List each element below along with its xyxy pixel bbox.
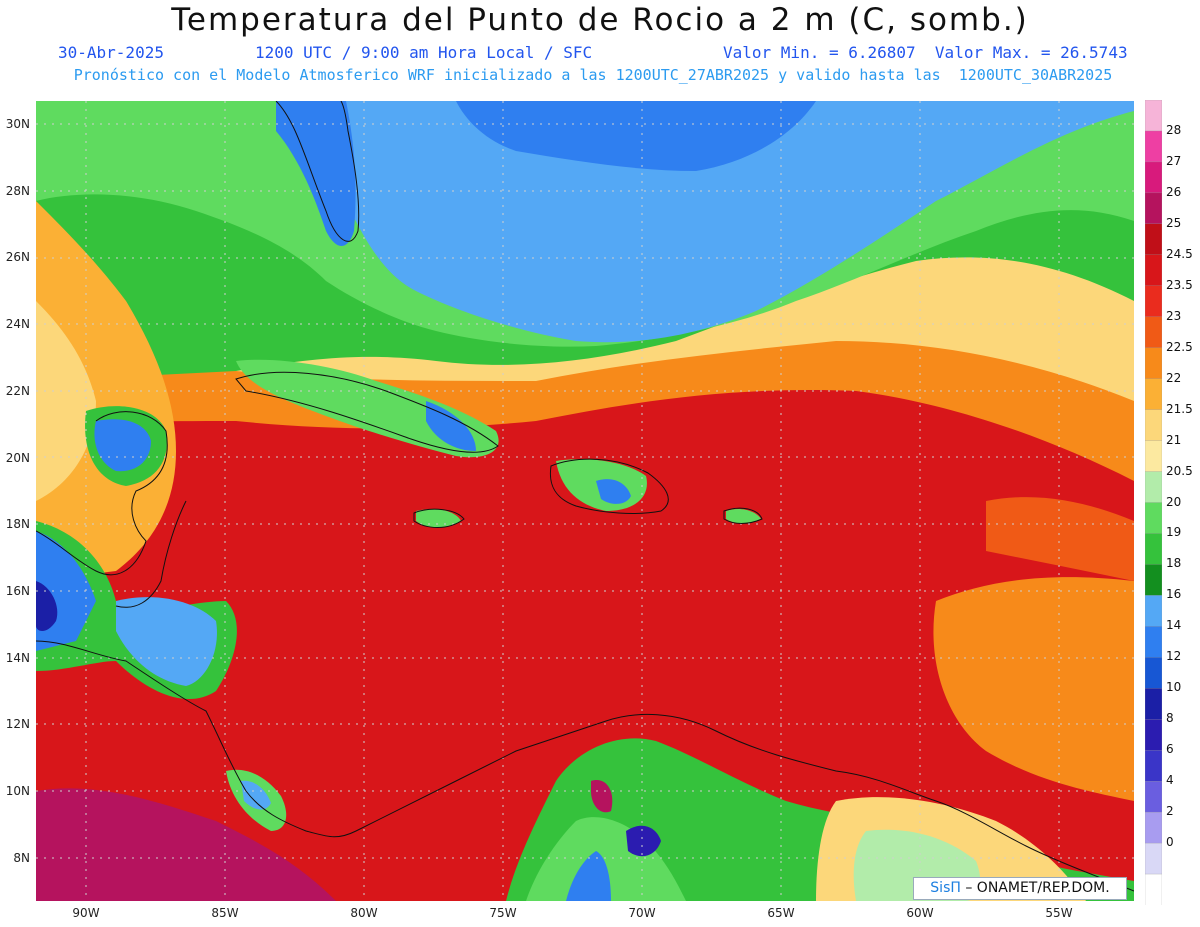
- lat-label: 18N: [5, 517, 30, 532]
- credit-brand: SisΠ: [930, 880, 961, 896]
- colorbar-swatch: [1145, 440, 1162, 473]
- map-title: Temperatura del Punto de Rocio a 2 m (C,…: [171, 2, 1029, 38]
- lon-label: 85W: [211, 906, 239, 920]
- forecast-date: 30-Abr-2025: [58, 43, 164, 62]
- lat-label: 22N: [5, 383, 30, 398]
- min-max-values: Valor Min. = 6.26807 Valor Max. = 26.574…: [723, 43, 1128, 62]
- credit-box: SisΠ – ONAMET/REP.DOM.: [913, 877, 1127, 900]
- colorbar-label: 27: [1166, 153, 1182, 168]
- colorbar-swatch: [1145, 285, 1162, 318]
- colorbar-swatch: [1145, 595, 1162, 627]
- lat-label: 12N: [5, 717, 30, 732]
- colorbar-label: 22.5: [1166, 339, 1193, 354]
- lon-label: 70W: [628, 906, 656, 920]
- colorbar-label: 20: [1166, 494, 1182, 509]
- colorbar-label: 21: [1166, 432, 1182, 447]
- colorbar-label: 4: [1166, 773, 1174, 788]
- colorbar-label: 25: [1166, 215, 1182, 230]
- lon-label: 60W: [906, 906, 934, 920]
- colorbar-label: 16: [1166, 587, 1182, 602]
- lon-label: 80W: [350, 906, 378, 920]
- colorbar-swatch: [1145, 378, 1162, 411]
- colorbar-label: 10: [1166, 680, 1182, 695]
- lat-label: 16N: [5, 583, 30, 598]
- colorbar-label: 18: [1166, 556, 1182, 571]
- colorbar-swatch: [1145, 223, 1162, 256]
- lat-label: 24N: [5, 317, 30, 332]
- colorbar-swatch: [1145, 781, 1162, 813]
- colorbar-swatch: [1145, 688, 1162, 720]
- colorbar-label: 23: [1166, 308, 1182, 323]
- colorbar-label: 0: [1166, 835, 1174, 850]
- colorbar-label: 20.5: [1166, 463, 1193, 478]
- lat-label: 8N: [13, 850, 30, 865]
- lat-label: 26N: [5, 250, 30, 265]
- colorbar-swatch: [1145, 719, 1162, 751]
- colorbar-label: 24.5: [1166, 246, 1193, 261]
- model-info: Pronóstico con el Modelo Atmosferico WRF…: [73, 66, 1113, 84]
- colorbar-label: 23.5: [1166, 277, 1193, 292]
- colorbar-swatch: [1145, 811, 1162, 844]
- colorbar-swatch: [1145, 409, 1162, 442]
- colorbar-swatch: [1145, 254, 1162, 287]
- lon-label: 90W: [72, 906, 100, 920]
- colorbar-swatch: [1145, 533, 1162, 566]
- colorbar-swatch: [1145, 161, 1162, 194]
- colorbar-swatch: [1145, 316, 1162, 349]
- colorbar-label: 19: [1166, 525, 1182, 540]
- colorbar-swatch: [1145, 873, 1162, 905]
- colorbar-label: 2: [1166, 804, 1174, 819]
- credit-text: – ONAMET/REP.DOM.: [960, 880, 1110, 896]
- lat-label: 14N: [5, 650, 30, 665]
- colorbar-swatch: [1145, 347, 1162, 380]
- colorbar-label: 8: [1166, 711, 1174, 726]
- lat-label: 28N: [5, 183, 30, 198]
- colorbar-label: 14: [1166, 618, 1182, 633]
- colorbar-swatch: [1145, 842, 1162, 875]
- colorbar-swatch: [1145, 502, 1162, 535]
- lat-label: 10N: [5, 784, 30, 798]
- colorbar-label: 21.5: [1166, 401, 1193, 416]
- colorbar-swatch: [1145, 471, 1162, 504]
- colorbar-label: 12: [1166, 649, 1182, 664]
- colorbar-swatch: [1145, 750, 1162, 782]
- colorbar-label: 28: [1166, 122, 1182, 137]
- lat-label: 30N: [5, 117, 30, 131]
- lat-label: 20N: [5, 450, 30, 465]
- forecast-time: 1200 UTC / 9:00 am Hora Local / SFC: [255, 43, 593, 62]
- lon-label: 65W: [767, 906, 795, 920]
- colorbar-label: 22: [1166, 370, 1182, 385]
- colorbar-swatch: [1145, 100, 1162, 132]
- colorbar-label: 6: [1166, 742, 1174, 757]
- dewpoint-map: [36, 101, 1134, 901]
- colorbar-swatch: [1145, 626, 1162, 658]
- colorbar-swatch: [1145, 130, 1162, 163]
- colorbar-swatch: [1145, 564, 1162, 597]
- lon-label: 55W: [1045, 906, 1073, 920]
- colorbar-swatch: [1145, 657, 1162, 689]
- colorbar-label: 26: [1166, 184, 1182, 199]
- colorbar-swatch: [1145, 192, 1162, 225]
- colorbar: [1145, 100, 1162, 905]
- lon-label: 75W: [489, 906, 517, 920]
